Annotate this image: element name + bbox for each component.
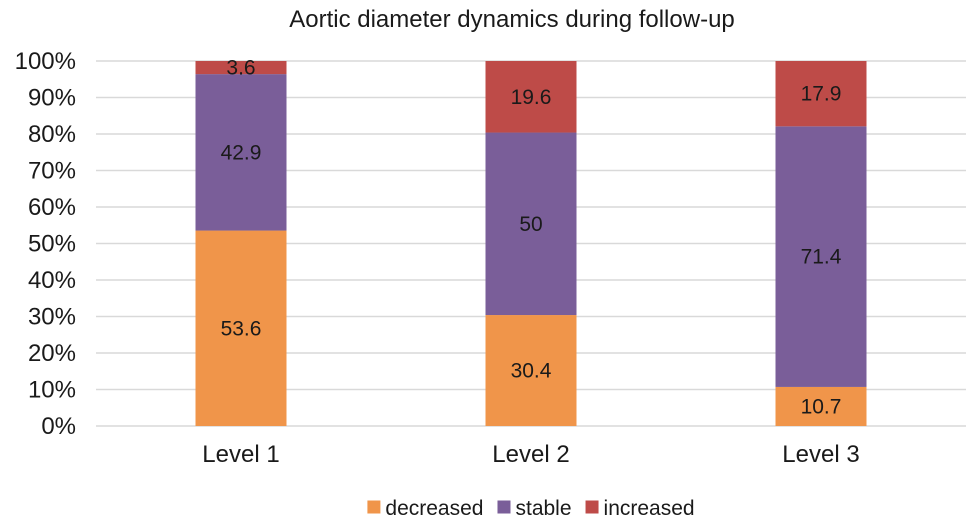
bar-segment-increased	[485, 61, 577, 133]
y-tick-label: 50%	[28, 231, 76, 258]
bar-segment-stable	[485, 132, 577, 316]
y-tick-label: 0%	[41, 413, 76, 440]
chart-title: Aortic diameter dynamics during follow-u…	[289, 6, 735, 33]
data-label: 53.6	[221, 317, 262, 340]
x-axis-category-labels: Level 1 Level 2 Level 3	[202, 441, 859, 468]
data-label: 3.6	[226, 57, 255, 80]
bar-segment-increased	[195, 61, 287, 75]
legend: decreased stable increased	[367, 497, 695, 520]
y-tick-label: 70%	[28, 158, 76, 185]
legend-label: increased	[604, 497, 695, 520]
legend-item-decreased: decreased	[367, 497, 483, 520]
bar-segment-stable	[775, 126, 867, 387]
legend-item-stable: stable	[497, 497, 572, 520]
data-label: 50	[519, 213, 542, 236]
y-tick-label: 20%	[28, 340, 76, 367]
legend-swatch	[367, 500, 381, 514]
legend-label: stable	[515, 497, 571, 520]
data-labels: 53.6 42.9 3.6 30.4 50 19.6 10.7 71.4 17.9	[221, 57, 842, 419]
legend-label: decreased	[385, 497, 483, 520]
bar-segment-stable	[195, 74, 287, 231]
x-category-label: Level 1	[202, 441, 279, 468]
legend-swatch	[497, 500, 511, 514]
bar-segment-decreased	[195, 230, 287, 426]
bar-segment-decreased	[485, 315, 577, 426]
bars	[195, 61, 867, 426]
legend-item-increased: increased	[585, 497, 695, 520]
y-tick-label: 40%	[28, 267, 76, 294]
data-label: 10.7	[801, 395, 842, 418]
y-axis-tick-labels: 0% 10% 20% 30% 40% 50% 60% 70% 80% 90% 100%	[15, 48, 76, 440]
y-tick-label: 90%	[28, 85, 76, 112]
bar-segment-increased	[775, 61, 867, 127]
data-label: 17.9	[801, 83, 842, 106]
bar-segment-decreased	[775, 386, 867, 426]
x-category-label: Level 3	[782, 441, 859, 468]
y-tick-label: 60%	[28, 194, 76, 221]
y-tick-label: 10%	[28, 377, 76, 404]
data-label: 30.4	[511, 360, 552, 383]
y-tick-label: 30%	[28, 304, 76, 331]
data-label: 19.6	[511, 86, 552, 109]
x-category-label: Level 2	[492, 441, 569, 468]
data-label: 71.4	[801, 246, 842, 269]
data-label: 42.9	[221, 141, 262, 164]
y-tick-label: 100%	[15, 48, 76, 75]
y-tick-label: 80%	[28, 121, 76, 148]
legend-swatch	[585, 500, 599, 514]
